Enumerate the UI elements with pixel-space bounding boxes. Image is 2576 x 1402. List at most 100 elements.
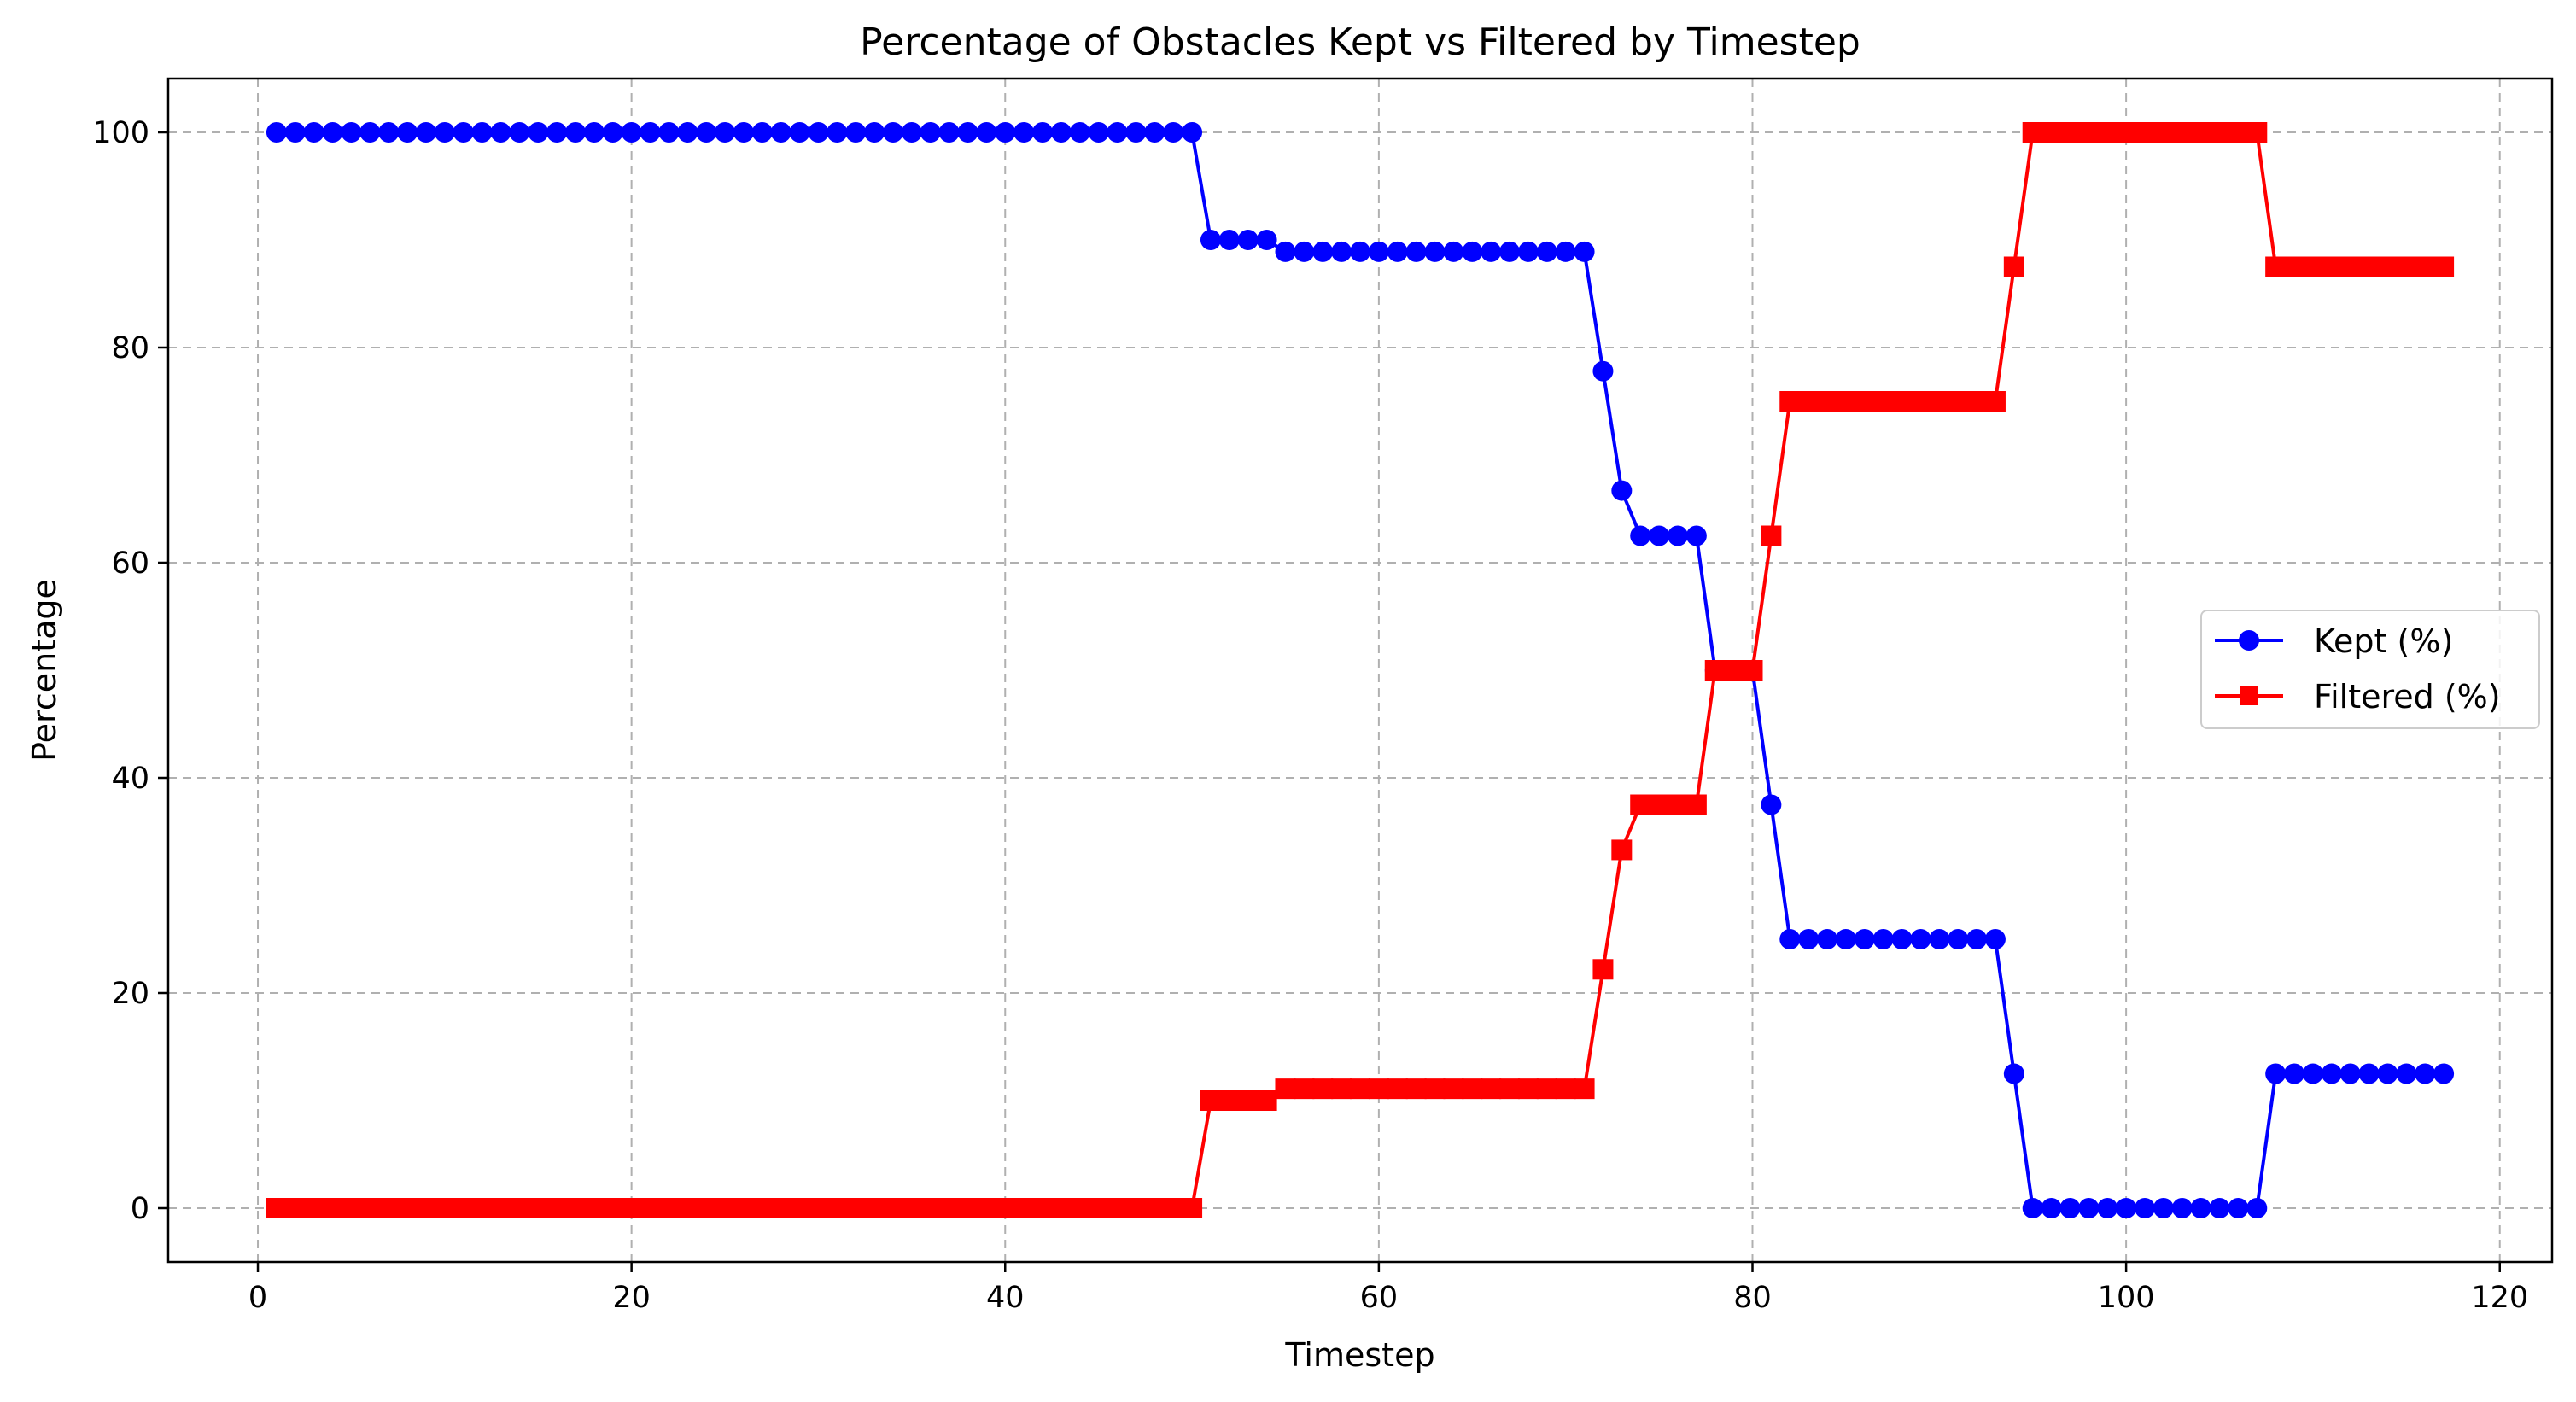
data-point-kept (1424, 241, 1446, 262)
data-point-kept (2415, 1063, 2436, 1084)
data-point-filtered (677, 1198, 698, 1218)
data-point-filtered (284, 1198, 306, 1218)
data-point-filtered (2246, 122, 2268, 143)
data-point-kept (434, 122, 455, 143)
data-point-filtered (1443, 1078, 1464, 1100)
data-point-filtered (1424, 1078, 1446, 1100)
data-point-kept (2097, 1198, 2118, 1218)
data-point-kept (1312, 241, 1334, 262)
x-tick-label: 60 (1360, 1281, 1399, 1315)
data-point-filtered (1835, 391, 1856, 412)
data-point-filtered (2003, 256, 2024, 277)
data-point-kept (1592, 360, 1614, 382)
data-point-filtered (733, 1198, 754, 1218)
data-point-filtered (1779, 391, 1801, 412)
data-point-kept (920, 122, 941, 143)
data-point-filtered (1368, 1078, 1389, 1100)
data-point-kept (2041, 1198, 2062, 1218)
data-point-filtered (583, 1198, 605, 1218)
data-point-filtered (1723, 660, 1744, 681)
data-point-filtered (434, 1198, 455, 1218)
data-point-filtered (546, 1198, 568, 1218)
data-point-filtered (2078, 122, 2100, 143)
data-point-filtered (1649, 794, 1670, 815)
data-point-filtered (378, 1198, 400, 1218)
data-point-filtered (827, 1198, 848, 1218)
data-point-filtered (1200, 1090, 1221, 1111)
data-point-filtered (1069, 1198, 1090, 1218)
data-point-kept (733, 122, 754, 143)
data-point-kept (1872, 929, 1894, 949)
data-point-kept (2171, 1198, 2193, 1218)
data-point-filtered (1275, 1078, 1296, 1100)
data-point-filtered (1984, 391, 2006, 412)
data-point-filtered (1517, 1078, 1539, 1100)
y-tick-label: 40 (111, 762, 149, 796)
data-point-kept (2003, 1063, 2024, 1084)
data-point-kept (696, 122, 717, 143)
data-point-kept (789, 122, 810, 143)
data-point-kept (2358, 1063, 2380, 1084)
data-point-kept (378, 122, 400, 143)
data-point-kept (1499, 241, 1521, 262)
data-point-kept (2059, 1198, 2081, 1218)
data-point-kept (2116, 1198, 2137, 1218)
data-point-filtered (359, 1198, 381, 1218)
data-point-kept (1574, 241, 1595, 262)
data-point-filtered (751, 1198, 773, 1218)
data-point-filtered (2171, 122, 2193, 143)
data-point-kept (1387, 241, 1408, 262)
data-point-kept (1088, 122, 1109, 143)
data-point-filtered (1948, 391, 1969, 412)
chart-title: Percentage of Obstacles Kept vs Filtered… (860, 20, 1860, 64)
data-point-filtered (864, 1198, 885, 1218)
data-point-filtered (322, 1198, 343, 1218)
data-point-filtered (1630, 794, 1651, 815)
data-point-filtered (845, 1198, 867, 1218)
data-point-kept (1685, 525, 1707, 546)
data-point-filtered (1611, 839, 1633, 861)
data-point-filtered (621, 1198, 642, 1218)
data-point-kept (1443, 241, 1464, 262)
legend-box (2200, 610, 2540, 729)
data-point-filtered (1798, 391, 1820, 412)
data-point-kept (1107, 122, 1128, 143)
data-point-filtered (1312, 1078, 1334, 1100)
data-point-kept (509, 122, 530, 143)
data-point-filtered (1387, 1078, 1408, 1100)
series-layer (266, 122, 2455, 1218)
y-axis-label: Percentage (26, 579, 63, 762)
data-point-filtered (696, 1198, 717, 1218)
data-point-filtered (490, 1198, 511, 1218)
data-point-kept (2153, 1198, 2174, 1218)
legend: Kept (%) Filtered (%) (2200, 610, 2540, 729)
data-point-kept (1275, 241, 1296, 262)
data-point-kept (2302, 1063, 2323, 1084)
data-point-kept (528, 122, 549, 143)
y-tick-label: 20 (111, 977, 149, 1011)
data-point-filtered (2059, 122, 2081, 143)
data-point-kept (1144, 122, 1165, 143)
data-point-filtered (770, 1198, 791, 1218)
data-point-filtered (2153, 122, 2174, 143)
data-point-filtered (1854, 391, 1875, 412)
data-point-filtered (397, 1198, 418, 1218)
data-point-kept (1536, 241, 1557, 262)
data-point-filtered (1088, 1198, 1109, 1218)
data-point-filtered (415, 1198, 436, 1218)
data-point-filtered (1107, 1198, 1128, 1218)
data-point-kept (1405, 241, 1427, 262)
data-point-filtered (1704, 660, 1726, 681)
data-point-filtered (471, 1198, 493, 1218)
data-point-kept (677, 122, 698, 143)
data-point-filtered (1555, 1078, 1576, 1100)
data-point-kept (2134, 1198, 2155, 1218)
data-point-filtered (1032, 1198, 1054, 1218)
data-point-filtered (1256, 1090, 1277, 1111)
data-point-filtered (509, 1198, 530, 1218)
x-tick-label: 0 (248, 1281, 267, 1315)
data-point-filtered (1144, 1198, 1165, 1218)
data-point-kept (1761, 794, 1782, 815)
